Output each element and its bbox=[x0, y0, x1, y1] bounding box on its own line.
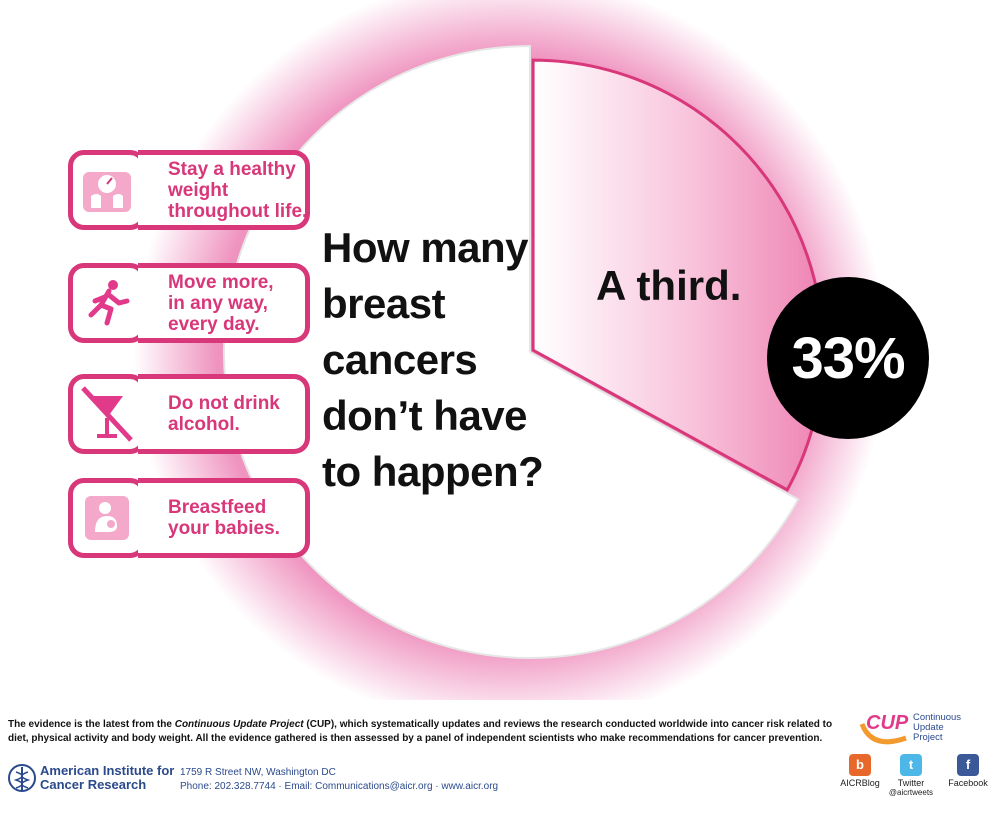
title-line: How many bbox=[322, 224, 529, 271]
tip-text: every day. bbox=[168, 314, 260, 335]
facebook-icon: f bbox=[957, 754, 979, 776]
address: 1759 R Street NW, Washington DC bbox=[180, 767, 336, 778]
tip-text: your babies. bbox=[168, 518, 280, 539]
contact-info: 1759 R Street NW, Washington DC Phone: 2… bbox=[180, 766, 498, 794]
chart-title: How many breast cancers don’t have to ha… bbox=[322, 220, 562, 500]
social-label: AICRBlog bbox=[840, 778, 880, 788]
tip-text: Move more, bbox=[168, 272, 274, 293]
title-line: cancers bbox=[322, 336, 478, 383]
tip-text: Do not drink bbox=[168, 393, 280, 414]
title-line: to happen? bbox=[322, 448, 544, 495]
no-alcohol-icon bbox=[68, 374, 146, 454]
social-label: Twitter bbox=[897, 778, 925, 788]
slice-label: A third. bbox=[596, 262, 742, 309]
social-twitter[interactable]: t Twitter @aicrtweets bbox=[886, 754, 936, 797]
tip-text: Breastfeed bbox=[168, 497, 267, 518]
twitter-icon: t bbox=[900, 754, 922, 776]
cup-name: Project bbox=[913, 732, 943, 743]
tip-text: throughout life. bbox=[168, 201, 308, 222]
org-name: Cancer Research bbox=[40, 777, 147, 792]
evidence-project-name: Continuous Update Project bbox=[174, 719, 304, 730]
cup-name: Continuous bbox=[913, 712, 962, 723]
tip-text: Stay a healthy bbox=[168, 159, 296, 180]
caduceus-icon bbox=[8, 764, 36, 792]
tip-move-more: Move more, in any way, every day. bbox=[68, 263, 313, 349]
tip-healthy-weight: Stay a healthy weight throughout life. bbox=[68, 150, 313, 236]
evidence-text: The evidence is the latest from the bbox=[8, 719, 175, 730]
breastfeeding-icon bbox=[68, 478, 146, 558]
title-line: don’t have bbox=[322, 392, 528, 439]
cup-swoosh-icon bbox=[859, 722, 907, 745]
tip-no-alcohol: Do not drink alcohol. bbox=[68, 374, 313, 460]
social-blog[interactable]: b AICRBlog bbox=[838, 754, 882, 788]
cup-abbr: CUP bbox=[866, 712, 909, 734]
evidence-text: (CUP), which systematically updates and … bbox=[8, 719, 833, 744]
cup-logo[interactable]: CUP Continuous Update Project bbox=[858, 710, 990, 748]
phone-email-web[interactable]: Phone: 202.328.7744 · Email: Communicati… bbox=[180, 781, 499, 792]
cup-name: Update bbox=[913, 722, 944, 733]
runner-icon bbox=[68, 263, 146, 343]
evidence-note: The evidence is the latest from the Cont… bbox=[8, 718, 838, 746]
scale-icon bbox=[68, 150, 146, 230]
social-label: Facebook bbox=[948, 778, 988, 788]
aicr-logo[interactable]: American Institute for Cancer Research bbox=[8, 762, 175, 796]
social-facebook[interactable]: f Facebook bbox=[944, 754, 992, 788]
tip-text: in any way, bbox=[168, 293, 268, 314]
tip-text: alcohol. bbox=[168, 414, 240, 435]
blog-icon: b bbox=[849, 754, 871, 776]
org-name: American Institute for bbox=[40, 763, 175, 778]
title-line: breast bbox=[322, 280, 446, 327]
percent-badge: 33% bbox=[767, 277, 929, 439]
tip-text: weight bbox=[168, 180, 229, 201]
social-handle: @aicrtweets bbox=[888, 788, 934, 797]
percent-value: 33% bbox=[791, 325, 905, 391]
pie-chart bbox=[134, 0, 886, 700]
tip-breastfeed: Breastfeed your babies. bbox=[68, 478, 313, 564]
